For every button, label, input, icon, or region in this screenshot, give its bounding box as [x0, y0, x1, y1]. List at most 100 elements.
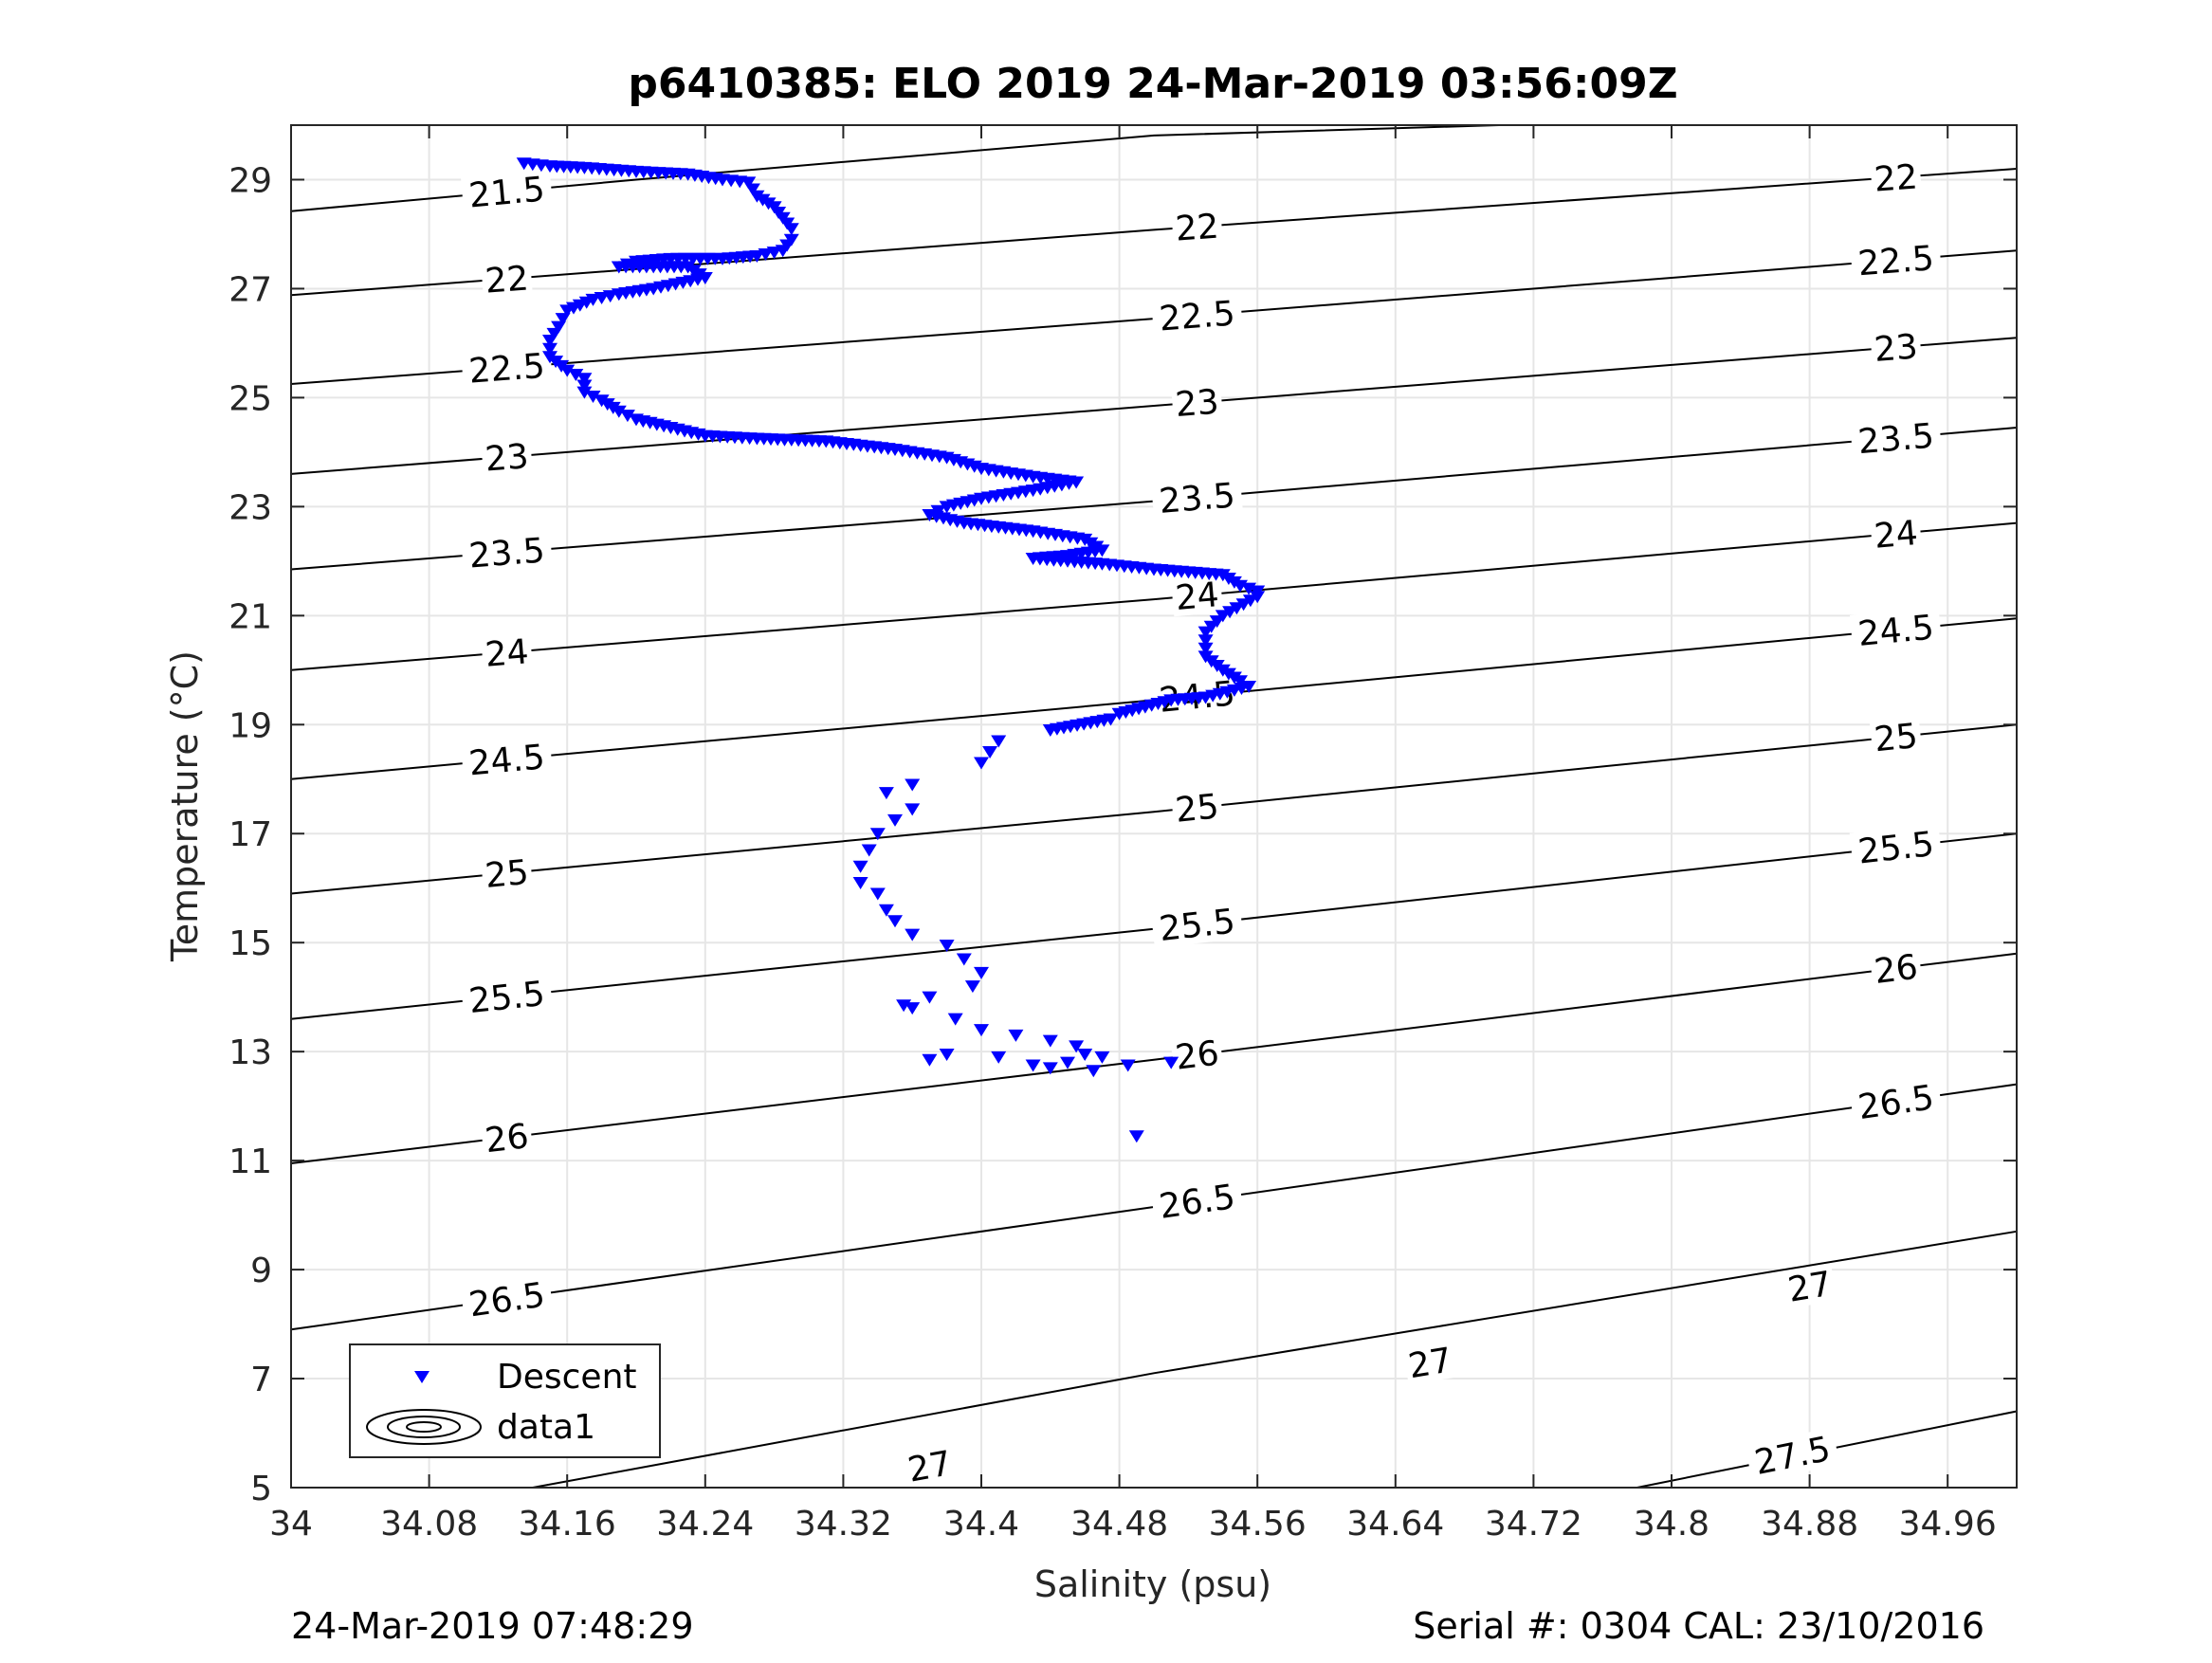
descent-point	[722, 252, 738, 265]
legend-descent-marker	[414, 1371, 430, 1383]
contour-label-bg	[461, 529, 553, 576]
descent-point	[1042, 1062, 1058, 1075]
contour-label-bg	[460, 168, 554, 215]
contour-label: 27	[1785, 1265, 1835, 1310]
density-contour-line	[290, 952, 2018, 1164]
descent-point	[869, 887, 886, 901]
descent-point	[1067, 548, 1083, 561]
descent-point	[1042, 1034, 1058, 1048]
footer-serial-cal: Serial #: 0304 CAL: 23/10/2016	[1413, 1605, 1984, 1647]
x-tick-label: 34.32	[795, 1505, 892, 1544]
y-tick-label: 19	[229, 706, 272, 745]
y-axis-ticks: 5 7 9 11 13 15 17 19 21 23 25 27 29	[229, 161, 2017, 1508]
descent-point	[905, 803, 921, 816]
y-tick-label: 7	[250, 1361, 272, 1399]
descent-point	[1222, 606, 1238, 619]
contour-label-bg	[1150, 1176, 1244, 1226]
contour-label: 24	[1873, 514, 1919, 557]
legend-box	[349, 1343, 661, 1458]
contour-label-group: 24.5	[460, 736, 554, 783]
y-tick-label: 9	[250, 1252, 272, 1290]
contour-label: 23.5	[1158, 476, 1236, 521]
descent-point	[670, 252, 686, 265]
descent-point	[980, 491, 996, 504]
x-tick-label: 34.88	[1761, 1505, 1858, 1544]
descent-point	[566, 302, 581, 315]
descent-point	[878, 787, 894, 800]
y-tick-label: 5	[250, 1470, 272, 1508]
descent-point	[653, 281, 668, 294]
contour-label-bg	[480, 1115, 534, 1160]
legend-contour-icon	[366, 1409, 482, 1445]
contour-label-group: 24	[480, 631, 534, 675]
density-contours: 21.5 22 22 22 22.5 22.5 22.5 23 23 23 23.5 23.5 23.5…	[290, 124, 2018, 1490]
y-tick-label: 17	[229, 815, 272, 854]
descent-point	[1170, 693, 1186, 706]
contour-label-bg	[1170, 1033, 1224, 1077]
descent-point	[741, 432, 758, 446]
contour-label: 24	[484, 632, 530, 675]
legend-descent-label: Descent	[497, 1358, 637, 1397]
descent-point	[542, 342, 558, 356]
contour-label-group: 24	[1170, 574, 1224, 618]
descent-point	[887, 915, 903, 928]
descent-point	[1077, 1049, 1093, 1062]
contour-label-group: 22	[1870, 156, 1922, 200]
contour-label: 26	[1873, 948, 1920, 992]
y-tick-label: 25	[229, 379, 272, 418]
descent-point	[1250, 591, 1266, 604]
descent-point	[905, 778, 921, 792]
y-tick-label: 21	[229, 597, 272, 636]
descent-point	[880, 443, 896, 456]
contour-label-group: 24	[1869, 512, 1923, 557]
contour-label-bg	[1170, 574, 1224, 617]
descent-point	[656, 420, 672, 433]
descent-point	[744, 183, 760, 196]
contour-label: 25.5	[467, 975, 547, 1021]
x-tick-label: 34.96	[1899, 1505, 1997, 1544]
contour-label: 23.5	[1856, 417, 1935, 463]
contour-label-bg	[1171, 381, 1223, 424]
y-tick-label: 29	[229, 161, 272, 200]
descent-point	[1069, 1040, 1085, 1053]
contour-label: 27	[1406, 1341, 1455, 1386]
descent-point	[1008, 1029, 1024, 1042]
descent-point	[991, 1051, 1007, 1064]
contour-label-group: 23.5	[461, 529, 553, 576]
descent-point	[852, 860, 868, 873]
descent-point	[618, 287, 634, 300]
contour-label-group: 25	[1170, 786, 1224, 831]
descent-point	[1025, 1059, 1041, 1072]
descent-point	[1060, 1056, 1075, 1069]
descent-point	[1235, 598, 1252, 612]
contour-label-bg	[1870, 156, 1922, 198]
descent-point	[1094, 1051, 1110, 1064]
descent-point	[974, 966, 989, 979]
contour-label-group: 22.5	[1151, 292, 1243, 339]
contour-label: 22.5	[1158, 294, 1236, 338]
contour-label-group: 24.5	[1849, 606, 1943, 654]
descent-point	[533, 159, 549, 173]
contour-label: 24	[1174, 576, 1220, 618]
descent-point	[852, 876, 868, 889]
contour-label-bg	[1150, 474, 1244, 521]
contour-label: 26	[1173, 1034, 1220, 1078]
contour-label-bg	[460, 973, 554, 1020]
contour-label: 23.5	[467, 531, 546, 576]
density-contour-line	[290, 168, 2018, 297]
descent-point	[576, 386, 593, 399]
x-axis-ticks: 34 34.08 34.16 34.24 34.32 34.4 34.48 34.56 34.6…	[269, 125, 1997, 1544]
descent-point	[779, 239, 795, 252]
descent-point	[869, 828, 886, 841]
contour-label-bg	[1782, 1263, 1837, 1309]
descent-point	[945, 499, 961, 512]
descent-point	[1128, 1130, 1144, 1143]
contour-label-bg	[1150, 900, 1244, 948]
contour-label-group: 23	[481, 435, 533, 480]
descent-point	[1226, 576, 1242, 589]
y-tick-label: 15	[229, 924, 272, 963]
descent-point	[931, 450, 947, 464]
descent-point	[1139, 562, 1155, 576]
contour-label-group: 22	[1171, 206, 1223, 249]
descent-point	[576, 373, 593, 386]
